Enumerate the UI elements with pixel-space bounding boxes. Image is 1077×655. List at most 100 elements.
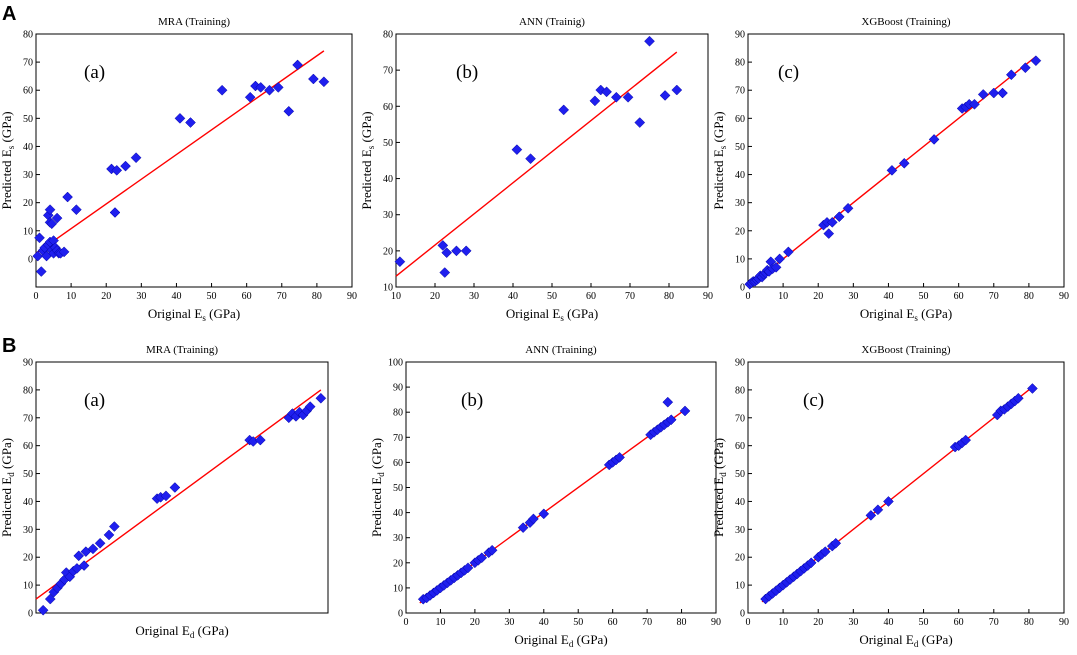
x-tick-label: 40 [539,617,549,628]
x-label-unit: (GPa) [194,623,228,638]
y-tick-label: 80 [393,408,403,419]
y-tick-label: 0 [740,283,745,294]
y-tick-label: 40 [735,170,745,181]
y-label-unit: (GPa) [711,111,726,145]
data-point [770,261,782,273]
data-point [109,207,121,218]
y-tick-label: 50 [735,469,745,480]
sub-panel-label: (c) [803,390,824,411]
chart-title: MRA (Training) [158,16,230,28]
y-label-subscript: d [6,472,16,477]
data-point [315,392,327,404]
data-point [71,204,82,216]
x-label-text: Original E [506,306,561,321]
y-axis-label: Predicted Es (GPa) [0,111,16,209]
y-label-subscript: s [366,145,376,149]
x-tick-label: 30 [469,291,479,302]
data-point [244,91,256,103]
y-tick-label: 50 [735,142,745,153]
y-tick-label: 10 [383,283,393,294]
y-label-unit: (GPa) [0,111,14,145]
data-point [46,218,58,230]
chart-title: XGBoost (Training) [861,16,950,28]
data-point [622,91,634,103]
data-point [87,543,99,555]
y-axis-label: Predicted Ed (GPa) [711,438,728,537]
x-tick-label: 70 [277,291,287,302]
sub-panel-label: (b) [456,62,478,83]
y-tick-label: 20 [23,198,33,209]
x-label-unit: (GPa) [918,306,952,321]
y-axis-label: Predicted Es (GPa) [711,111,728,209]
data-point [34,232,45,244]
y-tick-label: 10 [735,254,745,265]
data-point [62,191,73,203]
data-point [185,117,196,128]
y-tick-label: 10 [23,226,33,237]
chart-title: MRA (Training) [146,344,218,356]
y-tick-label: 40 [393,508,403,519]
charts: MRA (Training) 0 10 20 30 40 50 60 70 80 90 0 10 20 30… [0,16,1069,649]
data-point [634,117,646,128]
plot-frame [35,361,329,614]
y-tick-label: 40 [23,497,33,508]
x-tick-label: 40 [883,617,893,628]
data-point [872,504,884,516]
data-point [610,91,622,103]
y-tick-label: 60 [393,458,403,469]
x-label-subscript: d [190,630,195,640]
x-tick-label: 30 [504,617,514,628]
data-point [111,164,123,176]
y-tick-label: 20 [735,553,745,564]
data-point [589,95,601,107]
data-point [437,240,449,251]
data-point [969,98,980,110]
data-point [44,593,56,605]
data-point [462,562,474,574]
y-tick-label: 20 [23,553,33,564]
x-tick-label: 40 [883,291,893,302]
y-tick-label: 60 [383,102,393,113]
x-tick-label: 30 [848,291,858,302]
data-point [58,246,70,258]
data-point [517,522,529,534]
x-tick-label: 70 [642,617,652,628]
y-tick-label: 10 [23,581,33,592]
x-tick-label: 20 [470,617,480,628]
y-tick-label: 40 [383,174,393,185]
data-point [659,90,671,101]
y-label-text: Predicted E [369,477,384,537]
data-point [1005,69,1017,81]
x-tick-label: 90 [1059,291,1069,302]
y-axis-label: Predicted Ed (GPa) [0,438,16,537]
x-tick-label: 20 [430,291,440,302]
data-point [960,434,972,446]
y-tick-label: 100 [388,358,403,369]
chart-panel-2: ANN (Trainig) 10 20 30 40 50 60 70 80 90 10 20 30 40 5… [359,16,713,323]
x-tick-label: 0 [404,617,409,628]
x-label-text: Original E [860,306,915,321]
data-point [283,105,295,117]
data-point [528,513,539,525]
y-tick-label: 80 [23,385,33,396]
x-label-subscript: s [560,313,564,323]
data-point [644,35,655,47]
y-tick-label: 70 [383,66,393,77]
data-point [486,544,498,556]
x-tick-label: 30 [136,291,146,302]
data-point [78,560,90,571]
sub-panel-label: (a) [84,390,105,411]
y-label-subscript: d [718,472,728,477]
plot-frame [35,33,353,288]
y-tick-label: 10 [735,581,745,592]
data-point [120,160,131,172]
chart-panel-6: XGBoost (Training) 0 10 20 30 40 50 60 70 80 90 0 10… [711,344,1069,649]
y-tick-label: 90 [735,30,745,41]
sub-panel-label: (a) [84,62,105,83]
data-point [826,216,838,228]
y-tick-label: 30 [735,198,745,209]
data-point [255,82,267,93]
y-tick-label: 50 [393,483,403,494]
y-tick-label: 90 [393,383,403,394]
